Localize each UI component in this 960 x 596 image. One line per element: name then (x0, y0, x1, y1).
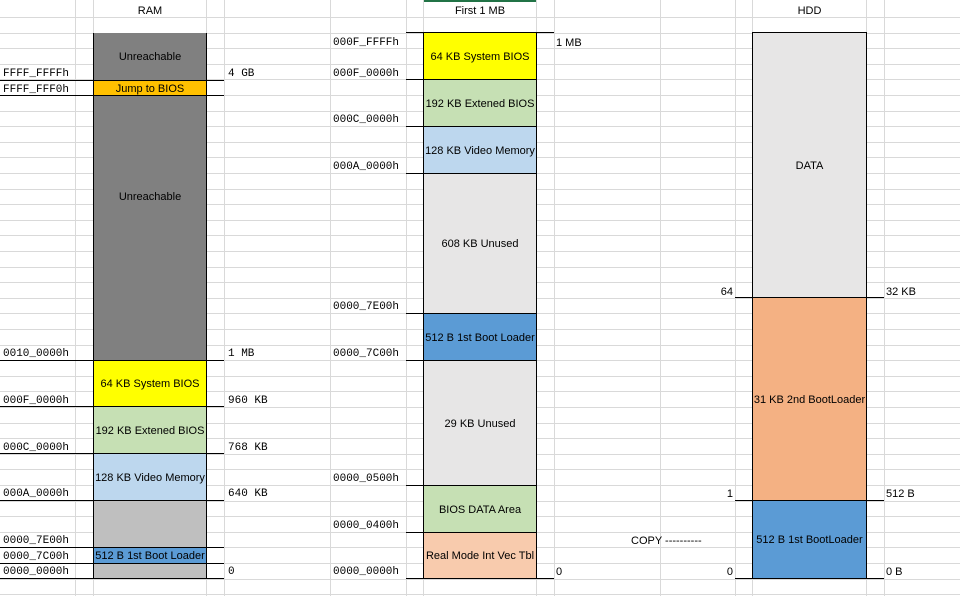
hdd-size-label: 512 B (886, 488, 915, 500)
hdd-sector-label: 0 (726, 566, 733, 578)
ram-address-label: 0000_7C00h (3, 551, 70, 563)
hdd-size-label: 0 B (886, 566, 903, 578)
mb-address-label: 0000_7E00h (333, 301, 400, 313)
hdd-block-data: DATA (753, 33, 866, 298)
mb-divider (406, 313, 536, 314)
mb-divider (406, 485, 536, 486)
mb-divider (406, 126, 536, 127)
ram-right-border (206, 33, 207, 579)
mb-address-label: 000A_0000h (333, 161, 400, 173)
ram-divider (0, 578, 224, 579)
mb-block-system-bios: 64 KB System BIOS (424, 33, 536, 80)
mb-block-bios-data-area: BIOS DATA Area (424, 486, 536, 533)
copy-arrow-label: COPY ---------- (631, 535, 702, 547)
ram-block-unreachable: Unreachable (94, 96, 206, 361)
hdd-sector-label: 64 (720, 286, 733, 298)
mb-divider (406, 32, 554, 33)
ram-block-low-memory (94, 501, 206, 548)
ram-size-label: 1 MB (228, 348, 255, 360)
hdd-right-border (866, 33, 867, 579)
mb-address-label: 0000_7C00h (333, 348, 400, 360)
hdd-divider (735, 297, 884, 298)
selected-cell-indicator (424, 0, 536, 2)
ram-address-label: 000C_0000h (3, 442, 70, 454)
ram-divider (0, 80, 224, 81)
mb-address-label: 000F_0000h (333, 68, 400, 80)
ram-address-label: 0010_0000h (3, 348, 70, 360)
mb-divider (406, 578, 554, 579)
ram-divider (0, 360, 224, 361)
hdd-left-border (752, 33, 753, 579)
mb-address-label: 000F_FFFFh (333, 37, 400, 49)
mb-block-unused-29: 29 KB Unused (424, 361, 536, 486)
ram-block-ivt (94, 564, 206, 579)
ram-address-label: 0000_0000h (3, 566, 70, 578)
ram-divider (0, 500, 224, 501)
mb-block-boot-loader: 512 B 1st Boot Loader (424, 314, 536, 361)
mb-block-unused-608: 608 KB Unused (424, 174, 536, 314)
ram-divider (0, 563, 224, 564)
hdd-divider (735, 500, 884, 501)
ram-block-boot-loader: 512 B 1st Boot Loader (94, 548, 206, 564)
ram-address-label: FFFF_FFFFh (3, 68, 70, 80)
hdd-sector-label: 1 (726, 488, 733, 500)
hdd-divider (752, 32, 867, 33)
mb-divider (406, 532, 536, 533)
hdd-size-label: 32 KB (886, 286, 916, 298)
mb-size-label: 0 (556, 566, 563, 578)
ram-size-label: 640 KB (228, 488, 268, 500)
hdd-block-2nd-bootloader: 31 KB 2nd BootLoader (753, 298, 866, 501)
ram-divider (0, 406, 224, 407)
ram-address-label: 000A_0000h (3, 488, 70, 500)
ram-size-label: 768 KB (228, 442, 268, 454)
mb-size-label: 1 MB (556, 37, 582, 49)
mb-block-ivt: Real Mode Int Vec Tbl (424, 533, 536, 579)
ram-block-unreachable-top: Unreachable (94, 33, 206, 81)
hdd-divider (735, 578, 884, 579)
mb-divider (406, 360, 536, 361)
ram-size-label: 4 GB (228, 68, 255, 80)
ram-divider (0, 453, 224, 454)
mb-block-video-memory: 128 KB Video Memory (424, 127, 536, 174)
mb-right-border (536, 33, 537, 579)
hdd-block-1st-bootloader: 512 B 1st BootLoader (753, 501, 866, 579)
ram-divider (0, 95, 224, 96)
mb-address-label: 0000_0000h (333, 566, 400, 578)
mb-address-label: 000C_0000h (333, 114, 400, 126)
ram-address-label: FFFF_FFF0h (3, 84, 70, 96)
mb-block-extended-bios: 192 KB Extened BIOS (424, 80, 536, 127)
ram-block-extended-bios: 192 KB Extened BIOS (94, 407, 206, 454)
ram-block-jump-to-bios: Jump to BIOS (94, 81, 206, 96)
mb-divider (406, 173, 536, 174)
first-mb-column-header: First 1 MB (454, 5, 506, 17)
ram-size-label: 0 (228, 566, 235, 578)
ram-address-label: 0000_7E00h (3, 535, 70, 547)
ram-address-label: 000F_0000h (3, 395, 70, 407)
ram-size-label: 960 KB (228, 395, 268, 407)
ram-column-header: RAM (137, 5, 163, 17)
ram-block-system-bios: 64 KB System BIOS (94, 361, 206, 407)
ram-left-border (93, 33, 94, 579)
mb-address-label: 0000_0400h (333, 520, 400, 532)
mb-divider (406, 79, 536, 80)
ram-block-video-memory: 128 KB Video Memory (94, 454, 206, 501)
mb-address-label: 0000_0500h (333, 473, 400, 485)
hdd-column-header: HDD (797, 5, 822, 17)
mb-left-border (423, 33, 424, 579)
ram-divider (0, 547, 224, 548)
